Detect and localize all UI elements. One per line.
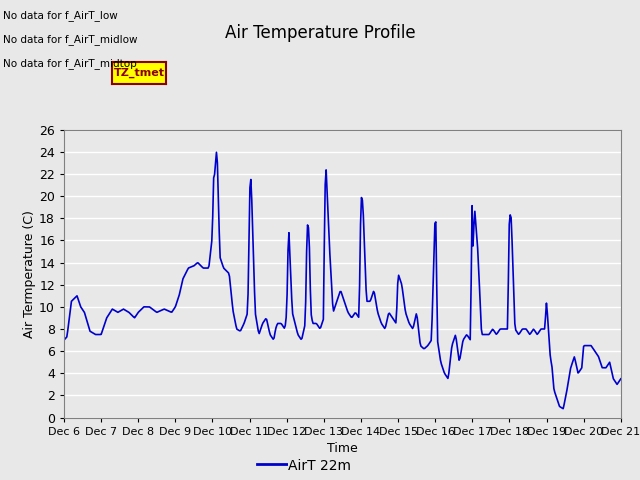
- Text: TZ_tmet: TZ_tmet: [114, 68, 164, 78]
- X-axis label: Time: Time: [327, 442, 358, 455]
- Text: No data for f_AirT_low: No data for f_AirT_low: [3, 10, 118, 21]
- Text: AirT 22m: AirT 22m: [289, 458, 351, 473]
- Text: Air Temperature Profile: Air Temperature Profile: [225, 24, 415, 42]
- Text: No data for f_AirT_midtop: No data for f_AirT_midtop: [3, 58, 137, 69]
- Text: No data for f_AirT_midlow: No data for f_AirT_midlow: [3, 34, 138, 45]
- Y-axis label: Air Termperature (C): Air Termperature (C): [23, 210, 36, 337]
